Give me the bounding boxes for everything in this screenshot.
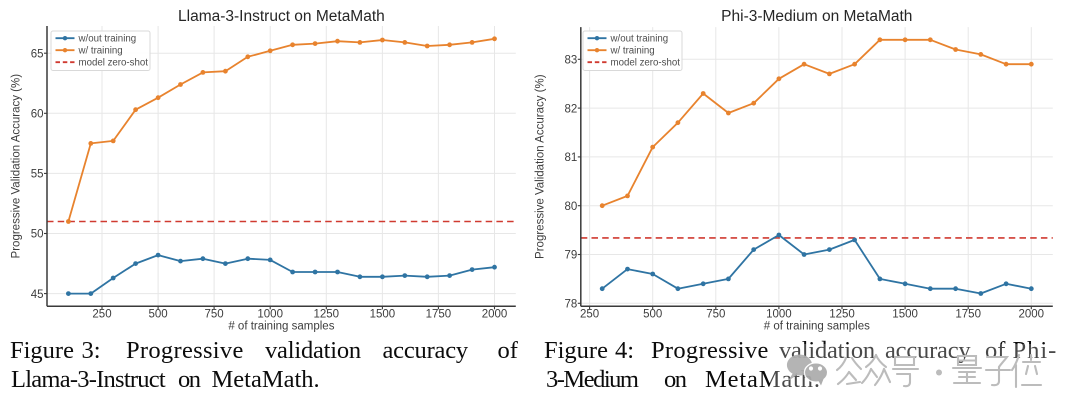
svg-text:Figure: Figure [10, 337, 74, 364]
svg-text:250: 250 [580, 309, 599, 321]
svg-text:Progressive: Progressive [126, 337, 244, 364]
svg-text:Figure: Figure [544, 337, 608, 364]
svg-text:500: 500 [149, 309, 168, 321]
svg-text:accuracy: accuracy [383, 337, 469, 364]
svg-text:2000: 2000 [482, 309, 508, 321]
svg-text:2000: 2000 [1019, 309, 1045, 321]
svg-text:60: 60 [31, 109, 44, 121]
svg-text:45: 45 [31, 289, 44, 301]
svg-text:w/out training: w/out training [78, 34, 137, 45]
svg-text:3-Medium: 3-Medium [546, 366, 639, 393]
svg-text:validation: validation [265, 337, 361, 364]
svg-text:# of training samples: # of training samples [228, 321, 334, 333]
svg-text:model zero-shot: model zero-shot [611, 58, 681, 69]
svg-text:750: 750 [205, 309, 224, 321]
svg-text:Progressive Validation Accurac: Progressive Validation Accuracy (%) [10, 74, 22, 259]
svg-text:55: 55 [31, 169, 44, 181]
svg-text:1750: 1750 [426, 309, 452, 321]
svg-text:# of training samples: # of training samples [764, 321, 870, 333]
svg-text:750: 750 [706, 309, 725, 321]
svg-text:82: 82 [565, 103, 578, 115]
svg-text:65: 65 [31, 48, 44, 60]
svg-text:1250: 1250 [829, 309, 855, 321]
svg-text:1000: 1000 [766, 309, 792, 321]
svg-text:1500: 1500 [370, 309, 396, 321]
svg-text:Llama-3-Instruct on MetaMath: Llama-3-Instruct on MetaMath [178, 8, 385, 25]
svg-text:Phi-3-Medium on MetaMath: Phi-3-Medium on MetaMath [721, 8, 912, 25]
svg-text:Phi-: Phi- [1013, 337, 1058, 364]
svg-text:w/ training: w/ training [610, 46, 655, 57]
svg-text:w/ training: w/ training [78, 46, 123, 57]
svg-text:250: 250 [92, 309, 111, 321]
svg-text:model zero-shot: model zero-shot [79, 58, 149, 69]
svg-text:w/out training: w/out training [610, 34, 669, 45]
svg-text:500: 500 [643, 309, 662, 321]
svg-text:MetaMath.: MetaMath. [212, 366, 320, 393]
svg-text:80: 80 [565, 201, 578, 213]
svg-text:Llama-3-Instruct: Llama-3-Instruct [11, 366, 166, 393]
svg-text:1500: 1500 [892, 309, 918, 321]
svg-text:3:: 3: [82, 337, 101, 364]
svg-text:83: 83 [565, 55, 578, 67]
svg-text:79: 79 [565, 250, 578, 262]
svg-text:Progressive: Progressive [651, 337, 769, 364]
svg-text:1000: 1000 [257, 309, 283, 321]
svg-text:1750: 1750 [955, 309, 981, 321]
svg-text:on: on [664, 366, 687, 393]
svg-text:50: 50 [31, 229, 44, 241]
svg-text:78: 78 [565, 299, 578, 311]
svg-text:of: of [498, 337, 519, 364]
svg-text:Progressive Validation Accurac: Progressive Validation Accuracy (%) [534, 74, 546, 259]
svg-text:on: on [178, 366, 201, 393]
svg-text:4:: 4: [615, 337, 634, 364]
svg-text:81: 81 [565, 152, 578, 164]
svg-text:1250: 1250 [314, 309, 340, 321]
